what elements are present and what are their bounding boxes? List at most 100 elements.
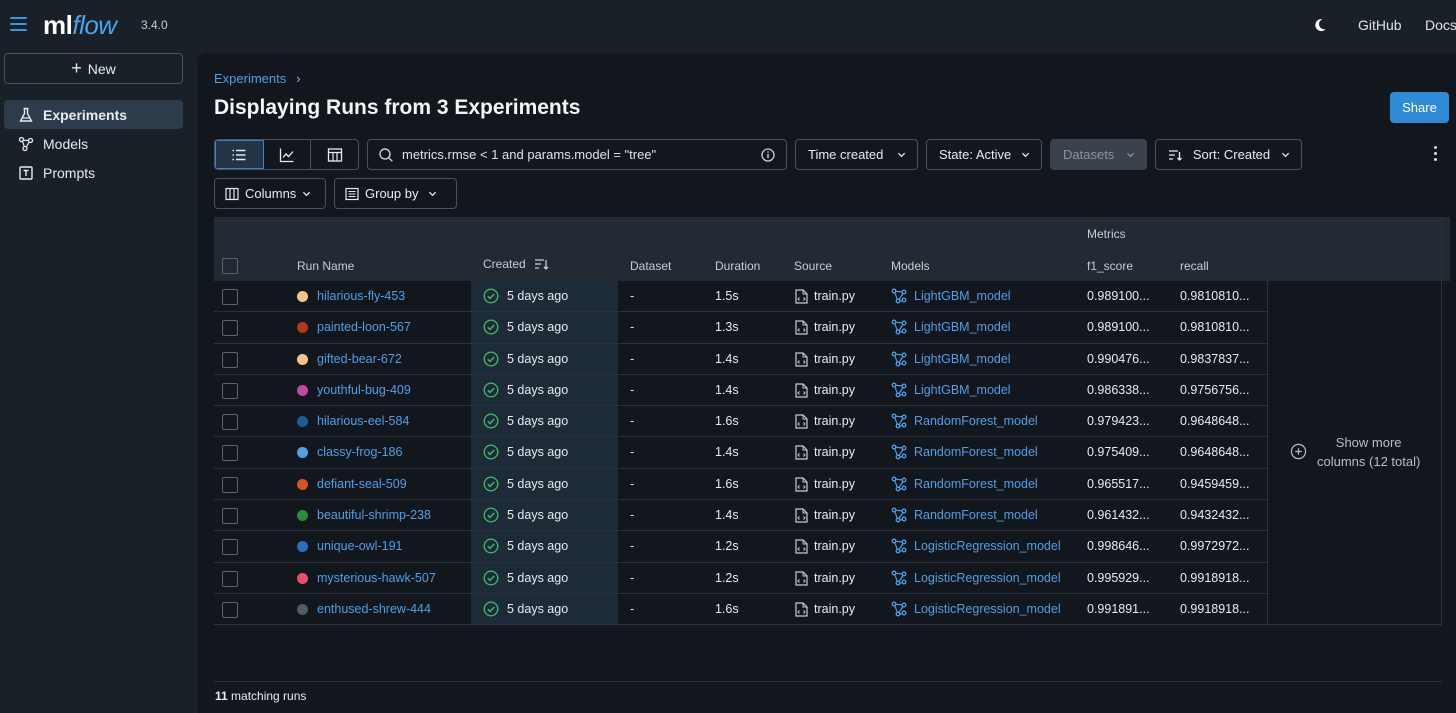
col-duration[interactable]: Duration	[715, 259, 761, 273]
source-link[interactable]: train.py	[814, 445, 855, 460]
sidebar-item-experiments[interactable]: Experiments	[4, 100, 183, 129]
row-checkbox[interactable]	[222, 570, 238, 587]
view-mode-toggle	[214, 139, 359, 170]
source-link[interactable]: train.py	[814, 351, 855, 366]
run-name-link[interactable]: painted-loon-567	[317, 320, 411, 335]
run-color-dot	[297, 541, 308, 553]
source-link[interactable]: train.py	[814, 382, 855, 397]
more-options-icon[interactable]	[1429, 146, 1441, 164]
recall-value: 0.9837837...	[1180, 351, 1250, 366]
row-checkbox[interactable]	[222, 601, 238, 618]
datasets-dropdown[interactable]: Datasets	[1050, 139, 1147, 170]
duration-value: 1.2s	[715, 539, 739, 554]
created-value: 5 days ago	[507, 414, 569, 429]
run-name-link[interactable]: enthused-shrew-444	[317, 601, 431, 616]
dataset-value: -	[630, 320, 635, 335]
row-checkbox[interactable]	[222, 508, 238, 525]
model-icon	[891, 538, 907, 554]
time-created-dropdown[interactable]: Time created	[795, 139, 918, 170]
row-checkbox[interactable]	[222, 289, 238, 305]
chevron-down-icon	[429, 191, 437, 197]
created-cell-bg	[471, 312, 618, 343]
sidebar-item-prompts[interactable]: Prompts	[4, 158, 183, 187]
chart-view-button[interactable]	[264, 140, 312, 169]
check-circle-icon	[483, 570, 499, 586]
new-button[interactable]: + New	[4, 53, 183, 84]
model-link[interactable]: LogisticRegression_model	[914, 539, 1061, 554]
check-circle-icon	[483, 507, 499, 523]
run-name-link[interactable]: gifted-bear-672	[317, 351, 402, 366]
docs-link[interactable]: Docs	[1425, 17, 1456, 33]
model-link[interactable]: RandomForest_model	[914, 414, 1038, 429]
run-name-link[interactable]: hilarious-fly-453	[317, 289, 406, 303]
run-color-dot	[297, 478, 308, 490]
duration-value: 1.6s	[715, 476, 739, 491]
run-name-link[interactable]: unique-owl-191	[317, 539, 403, 554]
source-link[interactable]: train.py	[814, 570, 855, 585]
run-name-link[interactable]: classy-frog-186	[317, 445, 403, 460]
page-title: Displaying Runs from 3 Experiments	[214, 96, 581, 119]
columns-button[interactable]: Columns	[214, 178, 326, 209]
row-checkbox[interactable]	[222, 382, 238, 399]
col-models[interactable]: Models	[891, 259, 930, 273]
model-icon	[891, 507, 907, 523]
f1-score-value: 0.975409...	[1087, 445, 1150, 460]
model-link[interactable]: LightGBM_model	[914, 351, 1011, 366]
row-checkbox[interactable]	[222, 414, 238, 431]
info-icon[interactable]	[760, 147, 776, 163]
run-name-link[interactable]: defiant-seal-509	[317, 476, 407, 491]
source-link[interactable]: train.py	[814, 289, 855, 303]
col-f1-score[interactable]: f1_score	[1087, 259, 1134, 273]
run-name-link[interactable]: mysterious-hawk-507	[317, 570, 436, 585]
chevron-right-icon: ›	[296, 71, 301, 86]
moon-icon[interactable]	[1312, 17, 1328, 33]
source-link[interactable]: train.py	[814, 476, 855, 491]
col-source[interactable]: Source	[794, 259, 833, 273]
source-link[interactable]: train.py	[814, 320, 855, 335]
row-checkbox[interactable]	[222, 320, 238, 337]
check-circle-icon	[483, 288, 499, 304]
model-link[interactable]: LogisticRegression_model	[914, 601, 1061, 616]
row-checkbox[interactable]	[222, 539, 238, 556]
row-checkbox[interactable]	[222, 351, 238, 368]
breadcrumb-experiments[interactable]: Experiments	[214, 71, 287, 86]
model-link[interactable]: LightGBM_model	[914, 289, 1011, 303]
sidebar-item-models[interactable]: Models	[4, 129, 183, 158]
show-more-columns-button[interactable]: Show more columns (12 total)	[1290, 433, 1420, 471]
search-input[interactable]	[402, 147, 752, 162]
source-link[interactable]: train.py	[814, 539, 855, 554]
version-label: 3.4.0	[141, 18, 168, 32]
model-link[interactable]: LightGBM_model	[914, 320, 1011, 335]
col-run-name[interactable]: Run Name	[297, 259, 355, 273]
github-link[interactable]: GitHub	[1358, 17, 1402, 33]
sidebar-item-label: Experiments	[43, 106, 128, 123]
model-link[interactable]: RandomForest_model	[914, 476, 1038, 491]
breadcrumb[interactable]: Experiments ›	[214, 71, 301, 86]
source-link[interactable]: train.py	[814, 508, 855, 523]
col-recall[interactable]: recall	[1180, 259, 1209, 273]
run-name-link[interactable]: beautiful-shrimp-238	[317, 508, 431, 523]
source-link[interactable]: train.py	[814, 414, 855, 429]
list-view-button[interactable]	[215, 140, 264, 169]
source-link[interactable]: train.py	[814, 601, 855, 616]
model-link[interactable]: LogisticRegression_model	[914, 570, 1061, 585]
mlflow-logo[interactable]: mlflow	[43, 10, 117, 41]
model-link[interactable]: RandomForest_model	[914, 508, 1038, 523]
table-view-button[interactable]	[311, 140, 358, 169]
state-dropdown[interactable]: State: Active	[926, 139, 1042, 170]
col-created[interactable]: Created	[483, 257, 549, 271]
run-name-link[interactable]: hilarious-eel-584	[317, 414, 410, 429]
recall-value: 0.9918918...	[1180, 601, 1250, 616]
model-link[interactable]: LightGBM_model	[914, 382, 1011, 397]
sort-dropdown[interactable]: Sort: Created	[1155, 139, 1302, 170]
share-button[interactable]: Share	[1390, 92, 1449, 123]
model-link[interactable]: RandomForest_model	[914, 445, 1038, 460]
row-checkbox[interactable]	[222, 476, 238, 493]
group-by-button[interactable]: Group by	[334, 178, 457, 209]
col-dataset[interactable]: Dataset	[630, 259, 672, 273]
model-icon	[891, 476, 907, 492]
row-checkbox[interactable]	[222, 445, 238, 462]
menu-icon[interactable]	[10, 17, 27, 33]
select-all-checkbox[interactable]	[222, 258, 238, 274]
run-name-link[interactable]: youthful-bug-409	[317, 382, 411, 397]
